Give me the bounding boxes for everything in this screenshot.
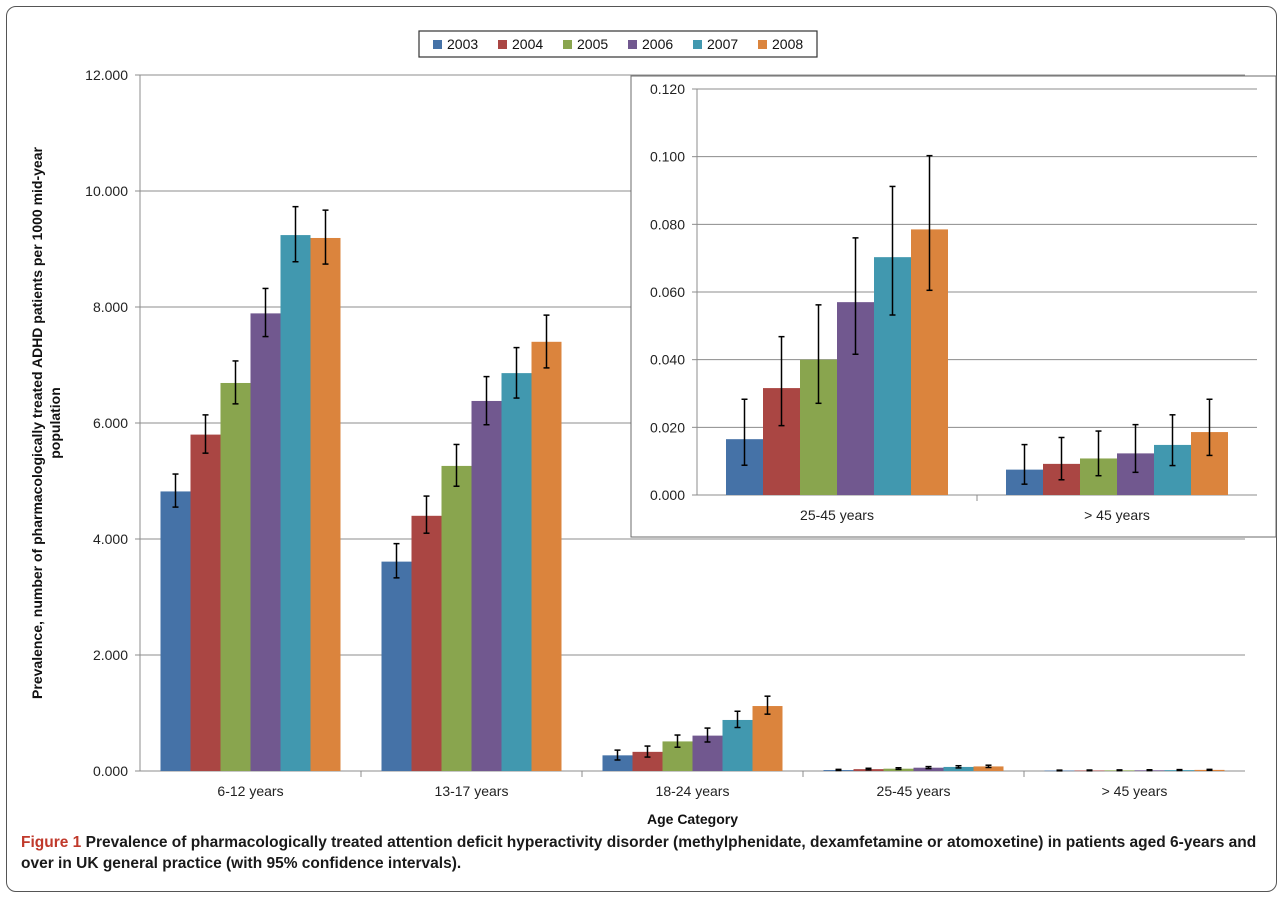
figure-caption: Figure 1 Prevalence of pharmacologically… [21, 832, 1261, 874]
bar-2008 [531, 341, 562, 771]
chart-legend: 2003 2004 2005 2006 2007 2008 [418, 30, 818, 58]
legend-label-2008: 2008 [772, 36, 803, 52]
bar-2007 [722, 719, 753, 771]
legend-label-2006: 2006 [642, 36, 673, 52]
legend-label-2005: 2005 [577, 36, 608, 52]
bar-2005 [220, 382, 251, 771]
legend-swatch-2007 [693, 40, 702, 49]
y-tick-label: 0.060 [650, 284, 685, 300]
x-tick-label: 25-45 years [877, 783, 951, 799]
legend-swatch-2005 [563, 40, 572, 49]
y-tick-label: 0.020 [650, 419, 685, 435]
y-tick-label: 0.000 [93, 763, 128, 779]
y-tick-label: 4.000 [93, 531, 128, 547]
x-tick-label: 13-17 years [435, 783, 509, 799]
bar-2006 [913, 767, 944, 771]
x-axis-title: Age Category [647, 811, 738, 827]
y-tick-label: 0.000 [650, 487, 685, 503]
bar-2003 [381, 561, 412, 771]
y-tick-label: 2.000 [93, 647, 128, 663]
legend-swatch-2004 [498, 40, 507, 49]
bar-2007 [501, 373, 532, 771]
x-tick-label: 18-24 years [656, 783, 730, 799]
legend-label-2007: 2007 [707, 36, 738, 52]
y-tick-label: 8.000 [93, 299, 128, 315]
y-axis-title: Prevalence, number of pharmacologically … [29, 147, 63, 699]
y-tick-label: 0.080 [650, 216, 685, 232]
bar-2005 [441, 465, 472, 771]
y-tick-label: 0.100 [650, 149, 685, 165]
y-tick-label: 6.000 [93, 415, 128, 431]
bar-2007 [943, 766, 974, 771]
x-tick-label: 25-45 years [800, 507, 874, 523]
x-tick-label: 6-12 years [217, 783, 283, 799]
y-tick-label: 0.040 [650, 352, 685, 368]
bar-2003 [602, 755, 633, 771]
figure-label: Figure 1 [21, 834, 82, 851]
y-tick-label: 0.120 [650, 81, 685, 97]
bar-2006 [471, 400, 502, 771]
bar-2008 [752, 706, 783, 771]
bar-2008 [973, 766, 1004, 771]
y-axis-title-line: population [47, 387, 63, 459]
y-axis-title-line: Prevalence, number of pharmacologically … [29, 147, 45, 699]
figure-caption-text: Prevalence of pharmacologically treated … [21, 834, 1257, 872]
y-tick-label: 10.000 [85, 183, 128, 199]
bar-2003 [160, 491, 191, 771]
legend-swatch-2003 [433, 40, 442, 49]
legend-label-2004: 2004 [512, 36, 543, 52]
y-tick-label: 12.000 [85, 67, 128, 83]
bar-2004 [632, 751, 663, 771]
inset-bar-chart: 0.000 0.020 0.040 0.060 0.080 0.100 0.120 25-45… [630, 75, 1277, 538]
bar-2007 [280, 235, 311, 771]
x-tick-label: > 45 years [1084, 507, 1150, 523]
x-tick-label: > 45 years [1102, 783, 1168, 799]
legend-label-2003: 2003 [447, 36, 478, 52]
legend-swatch-2006 [628, 40, 637, 49]
main-bar-chart: 0.000 2.000 4.000 6.000 8.000 10.000 12.000 6-1… [29, 67, 1245, 827]
bar-2008 [310, 237, 341, 772]
legend-swatch-2008 [758, 40, 767, 49]
bar-2004 [411, 515, 442, 771]
legend-box [418, 30, 818, 58]
bar-2006 [250, 313, 281, 771]
bar-2004 [190, 434, 221, 771]
